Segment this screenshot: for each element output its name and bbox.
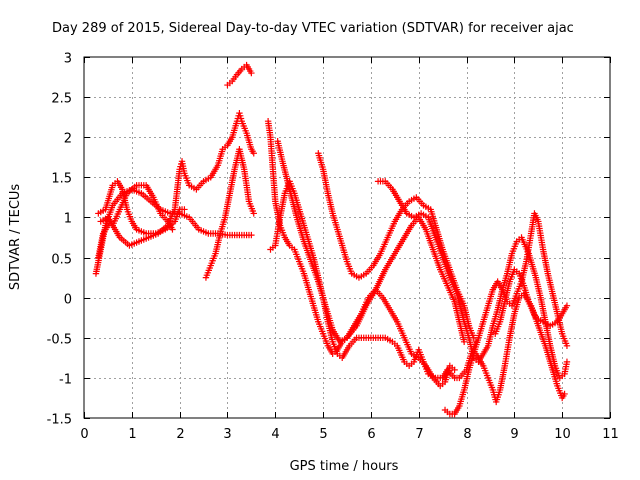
x-tick-label: 11 <box>602 427 619 442</box>
x-tick-label: 8 <box>463 427 471 442</box>
series-trace-9 <box>274 138 458 390</box>
x-tick-label: 4 <box>271 427 279 442</box>
y-tick-label: -1 <box>59 373 72 388</box>
series-trace-2 <box>95 109 257 261</box>
data-point <box>181 206 188 213</box>
data-point <box>250 210 257 217</box>
y-tick-label: -1.5 <box>47 413 72 428</box>
x-tick-label: 7 <box>415 427 423 442</box>
y-tick-label: -0.5 <box>47 333 72 348</box>
x-tick-labels: 0 1 2 3 4 5 6 7 8 9 10 11 <box>80 427 618 442</box>
x-tick-label: 6 <box>367 427 375 442</box>
data-point <box>563 302 571 309</box>
y-tick-label: 3 <box>64 52 72 67</box>
data-point <box>250 150 257 157</box>
x-tick-label: 5 <box>319 427 327 442</box>
series-trace-4 <box>97 182 176 233</box>
series-trace-6 <box>224 61 255 89</box>
y-tick-label: 1 <box>64 212 72 227</box>
tick-layer <box>84 57 611 419</box>
x-tick-label: 1 <box>128 427 136 442</box>
series-trace-11 <box>374 178 571 382</box>
x-tick-label: 3 <box>223 427 231 442</box>
series-trace-13 <box>472 290 568 406</box>
data-point <box>563 342 571 349</box>
y-tick-label: 1.5 <box>51 172 72 187</box>
x-tick-label: 10 <box>554 427 571 442</box>
y-tick-label: 0 <box>64 293 72 308</box>
data-point <box>248 231 255 239</box>
x-tick-label: 9 <box>510 427 518 442</box>
series-trace-5 <box>202 146 257 281</box>
y-tick-label: 2.5 <box>51 92 72 107</box>
y-tick-label: 0.5 <box>51 253 72 268</box>
plot-border <box>83 56 611 419</box>
data-point <box>169 226 176 233</box>
series-trace-14 <box>492 266 571 337</box>
data-layer <box>92 61 571 418</box>
series-trace-10 <box>315 150 477 341</box>
y-tick-labels: 3 2.5 2 1.5 1 0.5 0 -0.5 -1 -1.5 <box>47 52 72 428</box>
data-point <box>460 338 468 345</box>
x-axis-label: GPS time / hours <box>290 459 399 474</box>
x-tick-label: 2 <box>176 427 184 442</box>
y-tick-label: 2 <box>64 132 72 147</box>
data-point <box>563 358 571 366</box>
data-point <box>561 390 568 398</box>
y-axis-label: SDTVAR / TECUs <box>8 184 23 291</box>
chart-title: Day 289 of 2015, Sidereal Day-to-day VTE… <box>52 21 574 36</box>
x-tick-label: 0 <box>80 427 88 442</box>
data-point <box>451 366 458 374</box>
data-point <box>248 69 255 77</box>
